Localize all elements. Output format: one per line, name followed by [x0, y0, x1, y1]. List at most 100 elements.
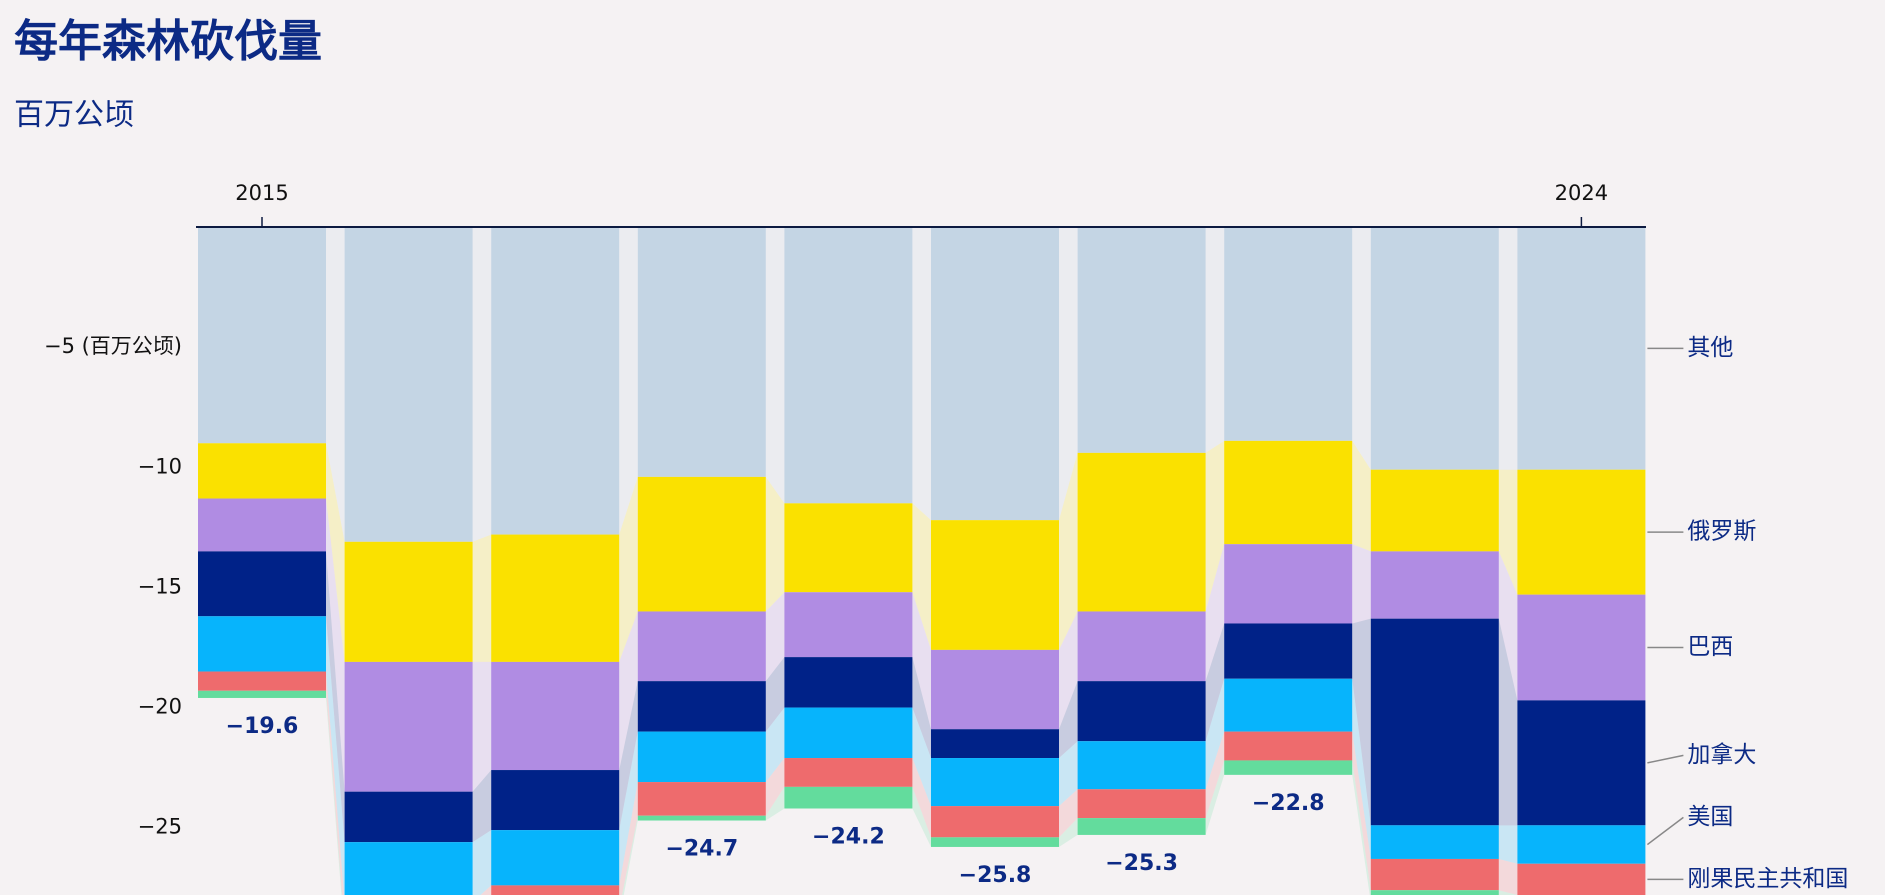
connector [1352, 618, 1371, 826]
connector [765, 592, 785, 682]
connector [326, 498, 345, 792]
connector [1352, 760, 1371, 895]
bar-segment [1517, 469, 1646, 595]
total-label: −22.8 [1252, 791, 1325, 816]
legend-leader [1647, 754, 1684, 764]
connector [912, 227, 931, 521]
connector [1498, 825, 1518, 864]
legend-label: 其他 [1687, 335, 1733, 361]
bar-segment [1077, 741, 1206, 790]
connector [1059, 452, 1078, 650]
bar-segment [931, 806, 1059, 838]
bar-segment [1370, 469, 1499, 552]
bar-segment [784, 503, 913, 593]
connector [912, 592, 931, 730]
connector [1059, 227, 1078, 521]
connector [480, 885, 492, 895]
bar-segment [784, 657, 913, 708]
connector [472, 534, 492, 662]
connector [912, 758, 931, 838]
connector [619, 782, 638, 895]
connector [1352, 227, 1371, 470]
legend-label: 美国 [1687, 804, 1733, 830]
bar-segment [1370, 618, 1499, 826]
bar-segment [491, 534, 620, 662]
connector [619, 227, 638, 535]
connector [1352, 440, 1371, 552]
legend-leader [1646, 816, 1684, 846]
legend-label: 刚果民主共和国 [1687, 866, 1848, 892]
connector [1498, 618, 1518, 826]
bar-segment [1370, 890, 1499, 895]
total-label: −24.2 [812, 824, 885, 849]
bar-segment [1224, 731, 1353, 761]
connector [765, 476, 785, 612]
connector [1205, 227, 1225, 453]
connector [1498, 227, 1518, 470]
bar-segment [637, 227, 766, 477]
bar-segment [198, 498, 326, 552]
connector [1205, 544, 1225, 682]
bar-segment [198, 551, 326, 617]
x-tick-label: 2024 [1555, 181, 1608, 205]
bar-segment [1077, 611, 1206, 682]
connector [1205, 623, 1225, 742]
bar-segment [637, 476, 766, 612]
bar-segment [344, 541, 473, 662]
y-tick-label: −5 (百万公顷) [44, 334, 182, 358]
total-label: −25.3 [1105, 851, 1178, 876]
connector [326, 616, 345, 895]
connector [472, 770, 492, 843]
y-tick-label: −20 [138, 695, 182, 719]
bar-segment [1224, 678, 1353, 732]
connector [1059, 681, 1078, 759]
total-label: −19.6 [226, 714, 299, 739]
bar-segment [491, 227, 620, 535]
bar-segment [1224, 227, 1353, 441]
connector [912, 503, 931, 650]
bar-segment [1224, 623, 1353, 679]
connector [472, 830, 492, 895]
bar-segment [784, 786, 913, 809]
bar-segment [344, 227, 473, 542]
bar-segment [1370, 825, 1499, 859]
bar-segment [637, 782, 766, 816]
connector [1059, 818, 1078, 847]
connector [1352, 544, 1371, 624]
connector [472, 227, 492, 542]
bar-segment [931, 227, 1059, 521]
legend-label: 加拿大 [1687, 741, 1756, 768]
connector [619, 611, 638, 771]
bar-segment [1224, 760, 1353, 775]
connector [765, 758, 785, 816]
bar-segment [784, 707, 913, 759]
bar-segment [1370, 858, 1499, 891]
bar-segment [344, 791, 473, 843]
connector [1205, 440, 1225, 612]
connector [1205, 678, 1225, 790]
bar-segment [344, 842, 473, 895]
y-tick-label: −15 [138, 574, 182, 598]
connector [1498, 890, 1518, 895]
connector [326, 671, 345, 895]
connector [326, 551, 345, 843]
bar-segment [637, 731, 766, 783]
bar-segment [491, 661, 620, 771]
connector [1352, 731, 1371, 891]
chart-subtitle: 百万公顷 [14, 98, 134, 133]
connector [765, 657, 785, 732]
total-label: −24.7 [665, 837, 738, 862]
y-tick-label: −25 [138, 815, 182, 839]
connector [1498, 551, 1518, 701]
connector [1059, 789, 1078, 838]
bar-segment [491, 770, 620, 831]
connector [1205, 760, 1225, 835]
bar-segment [198, 227, 326, 444]
connector [1352, 678, 1371, 859]
bar-segment [637, 611, 766, 682]
bar-segment [1370, 227, 1499, 470]
bar-segment [1517, 227, 1646, 470]
connector [1059, 611, 1078, 730]
bar-segment [784, 227, 913, 504]
